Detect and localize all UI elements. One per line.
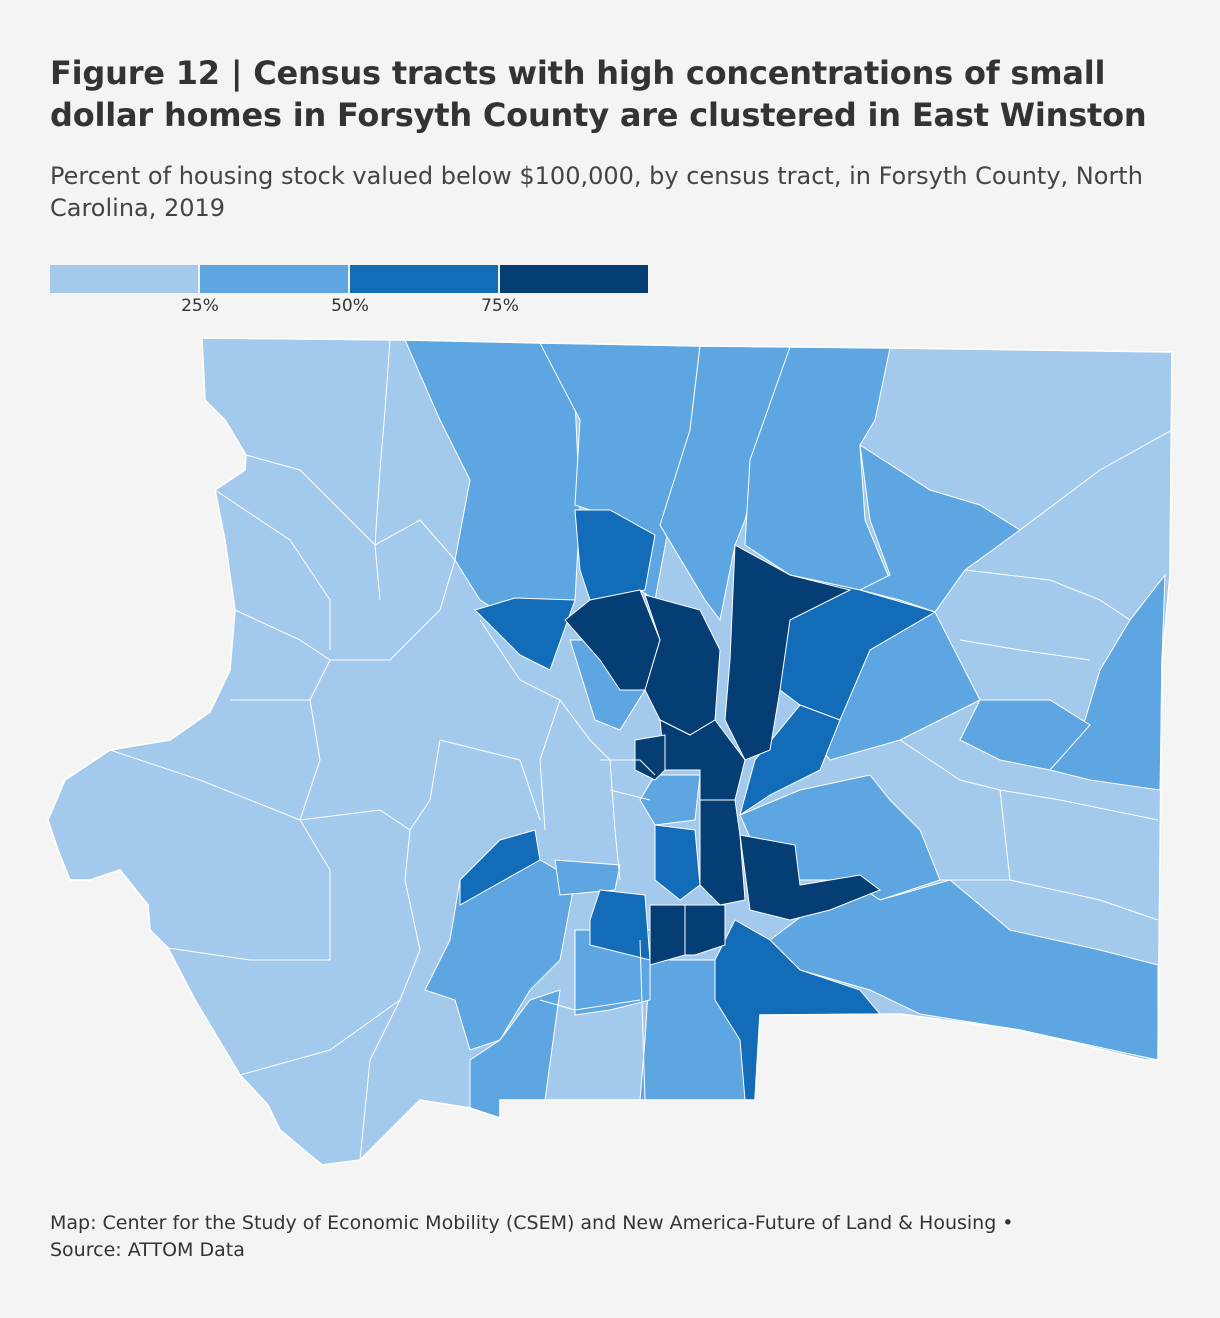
legend-swatch-75-100 xyxy=(500,265,648,293)
legend-tick-50: 50% xyxy=(331,296,369,316)
chart-title: Figure 12 | Census tracts with high conc… xyxy=(50,54,1147,134)
footer-credit: Map: Center for the Study of Economic Mo… xyxy=(50,1212,1014,1234)
tract-core-northeast xyxy=(724,544,852,761)
footer: Map: Center for the Study of Economic Mo… xyxy=(50,1210,1190,1264)
tract-core-east xyxy=(739,834,882,921)
legend-tick-75: 75% xyxy=(481,296,519,316)
county-border xyxy=(47,337,1173,1166)
tracts-50-75 xyxy=(459,509,937,1101)
chart-subtitle: Percent of housing stock valued below $1… xyxy=(50,162,1143,222)
tract-core-south-1 xyxy=(699,799,746,906)
forsyth-county-tract-map xyxy=(47,337,1173,1166)
tract-east-narrow xyxy=(739,704,841,817)
tract-north-center xyxy=(574,509,656,601)
tract-south-center-1 xyxy=(589,889,651,961)
color-legend: 25% 50% 75% xyxy=(50,265,650,325)
footer-source: Source: ATTOM Data xyxy=(50,1239,245,1261)
tract-northeast-center xyxy=(779,574,937,721)
tract-central-3 xyxy=(554,859,621,896)
tract-core-south-3 xyxy=(684,904,726,956)
tract-northwest-center xyxy=(474,597,576,671)
tract-core-south-2 xyxy=(649,904,686,966)
tract-core-west xyxy=(634,734,666,781)
legend-swatch-50-75 xyxy=(350,265,498,293)
tract-boundaries xyxy=(109,339,1172,1161)
tract-south-center-2 xyxy=(654,824,701,901)
legend-swatch-0-25 xyxy=(50,265,198,293)
legend-swatch-25-50 xyxy=(200,265,348,293)
tract-west-center xyxy=(459,829,541,906)
tracts-25-50 xyxy=(404,339,1166,1119)
tracts-75-100 xyxy=(564,544,882,966)
tract-central-2 xyxy=(639,774,701,826)
legend-tick-25: 25% xyxy=(181,296,219,316)
